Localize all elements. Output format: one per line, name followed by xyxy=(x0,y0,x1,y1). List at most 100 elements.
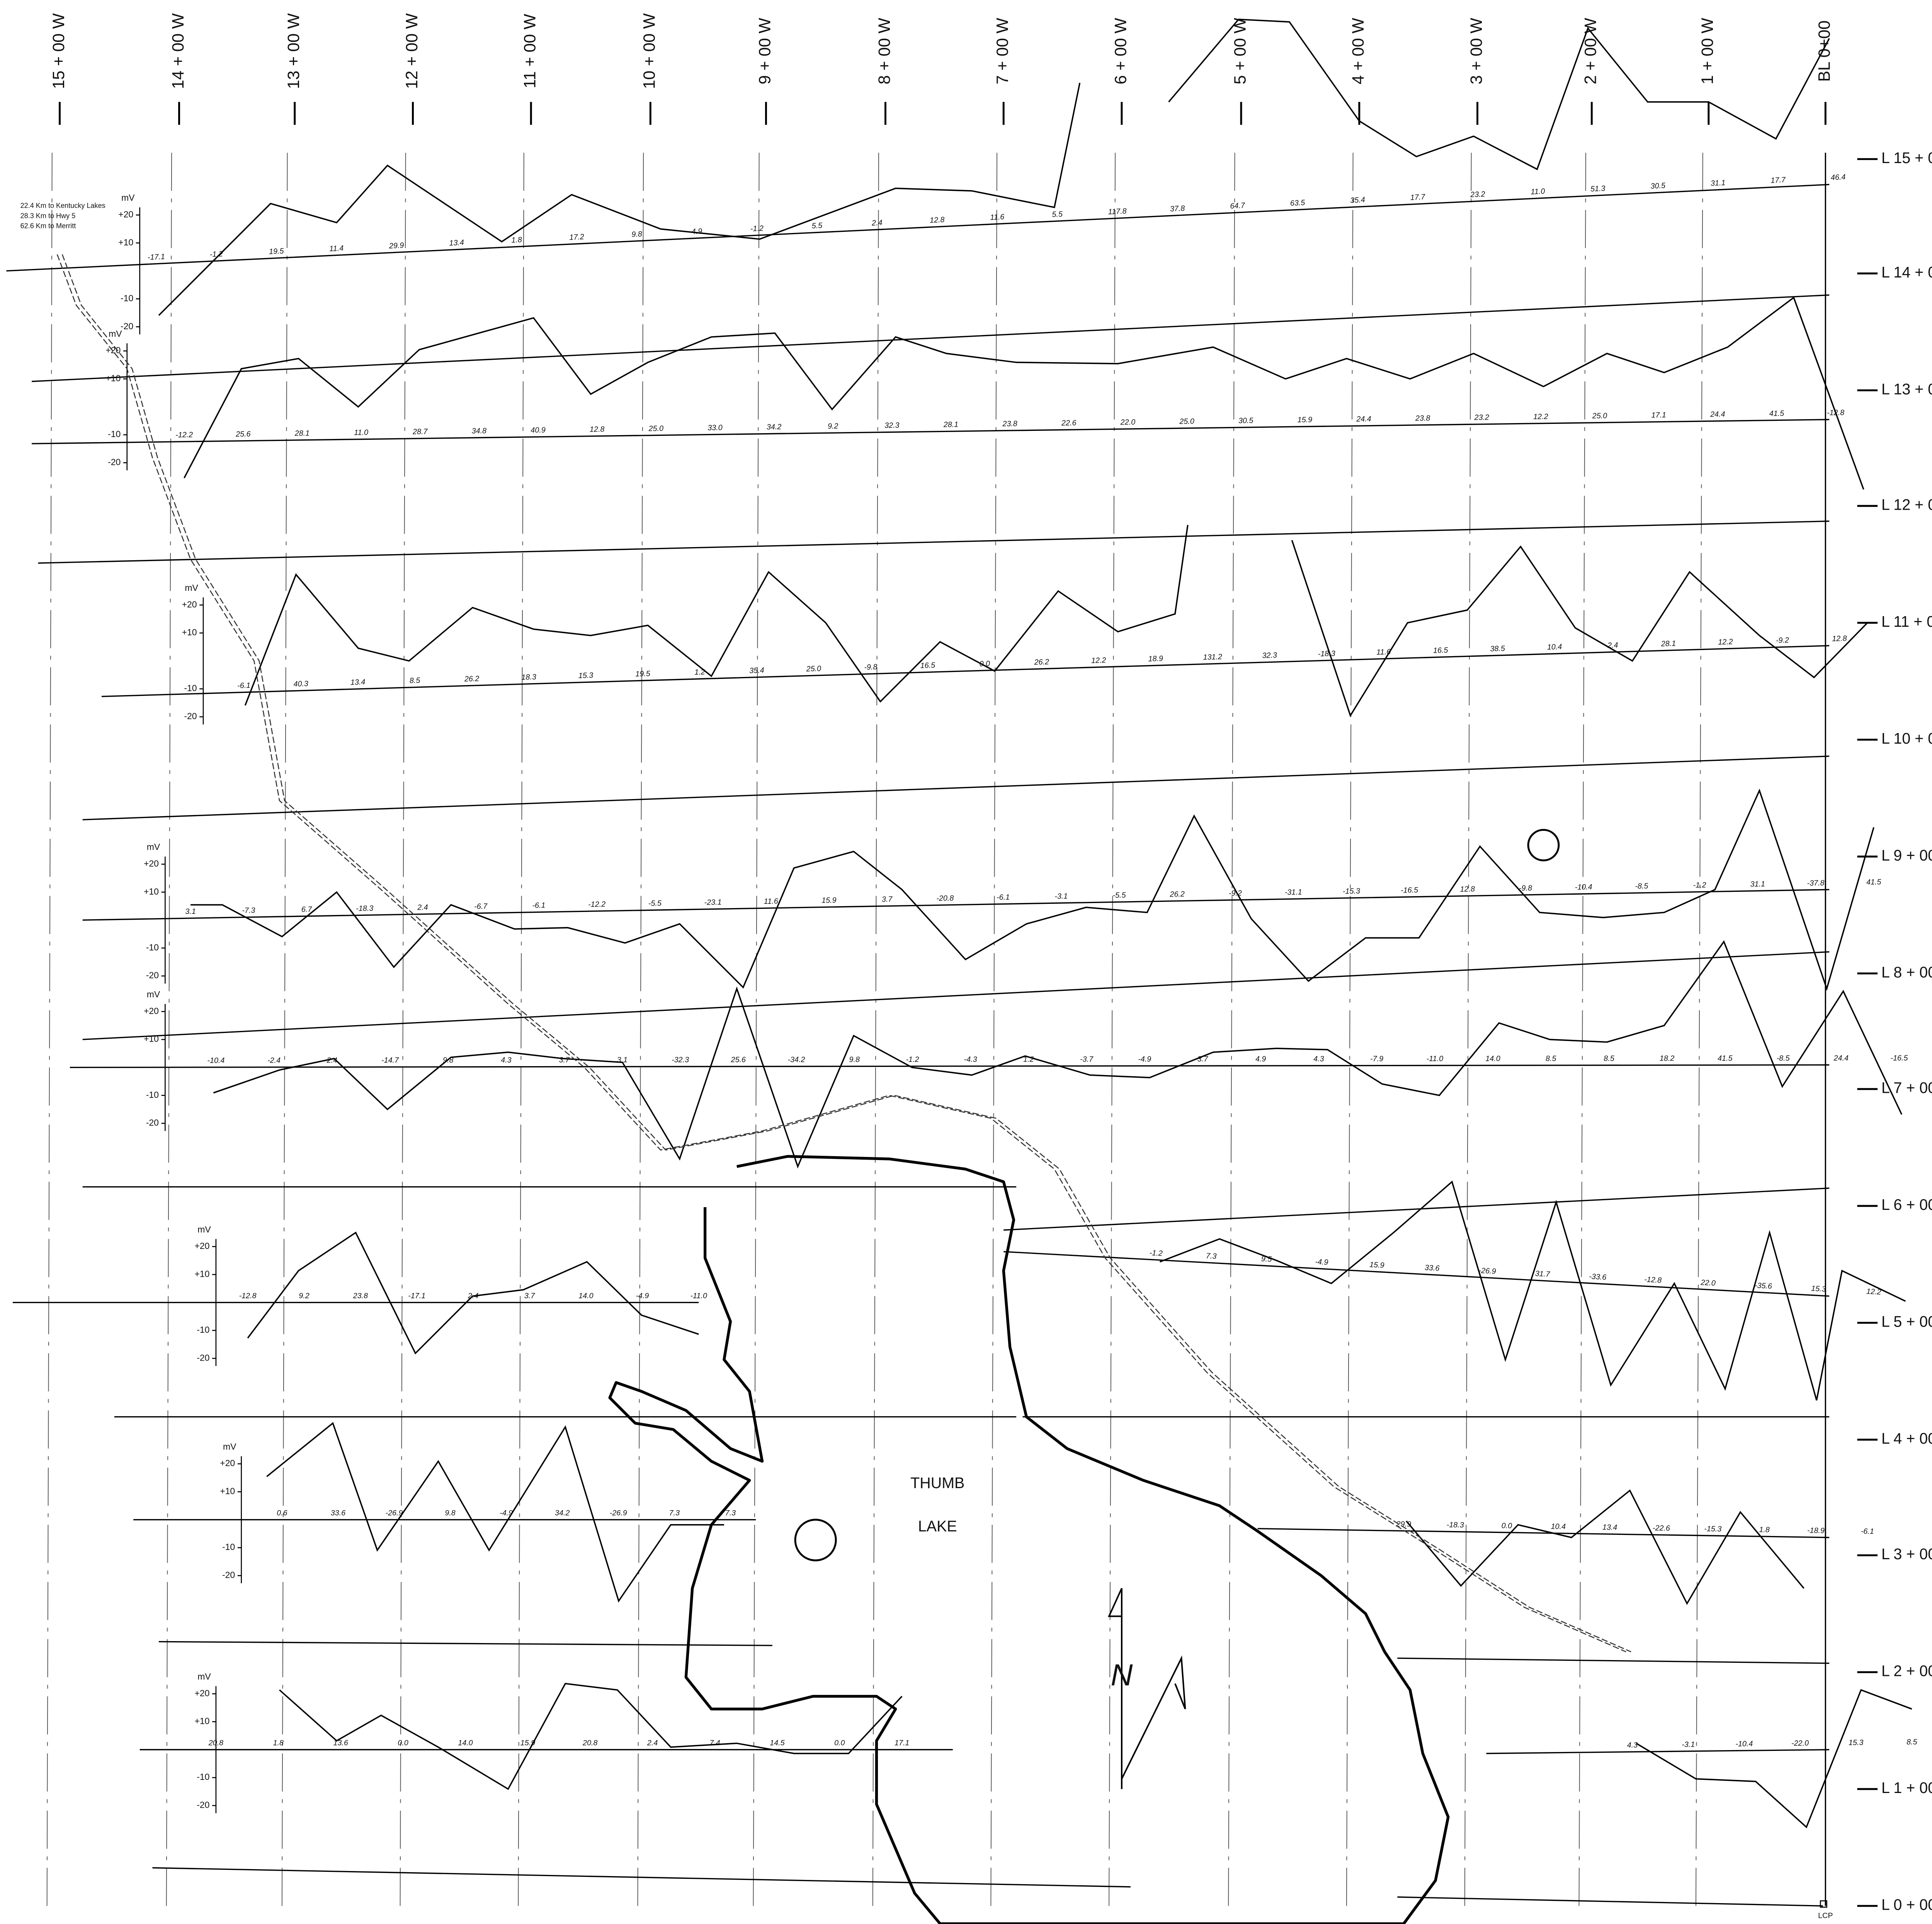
reading: 20.8 xyxy=(582,1739,597,1747)
station-line xyxy=(1228,153,1235,1906)
access-note: 28.3 Km to Hwy 5 xyxy=(20,212,76,219)
reading: 12.2 xyxy=(1718,638,1733,646)
reading: 18.9 xyxy=(1148,654,1163,663)
reading: -12.2 xyxy=(175,430,193,439)
reading: 12.8 xyxy=(1832,634,1847,643)
reading: -17.1 xyxy=(408,1291,425,1300)
reading: 1.8 xyxy=(1759,1526,1770,1534)
scale-label: +10 xyxy=(118,237,133,247)
reading: 19.5 xyxy=(635,669,651,678)
reading: -6.7 xyxy=(474,902,488,911)
survey-line xyxy=(159,1642,772,1645)
scale-label: -20 xyxy=(108,457,121,467)
line-label: L 1 + 00 N xyxy=(1881,1779,1932,1796)
station-label: 15 + 00 W xyxy=(49,13,68,89)
line-label: L 8 + 00 N xyxy=(1881,964,1932,981)
reading: -2.4 xyxy=(267,1056,281,1065)
reading: 11.4 xyxy=(329,244,344,253)
reading: 7.3 xyxy=(1206,1252,1217,1261)
reading: 18.2 xyxy=(1660,1054,1674,1063)
line-label: L 0 + 00 xyxy=(1881,1897,1932,1914)
reading: 4.3 xyxy=(1313,1055,1324,1063)
pond xyxy=(1528,830,1559,861)
survey-line xyxy=(83,756,1829,820)
reading: -16.5 xyxy=(1891,1054,1908,1062)
line-label: L 11 + 00 N xyxy=(1881,613,1932,630)
survey-line xyxy=(1397,1897,1823,1906)
station-line xyxy=(167,153,172,1906)
reading: 25.0 xyxy=(648,424,663,433)
reading: 16.5 xyxy=(920,661,935,670)
survey-line xyxy=(1397,1658,1829,1663)
scale-unit: mV xyxy=(109,328,122,339)
reading: 17.1 xyxy=(895,1739,909,1747)
reading: 30.5 xyxy=(1650,181,1666,191)
reading: -4.9 xyxy=(636,1291,649,1300)
station-line xyxy=(1465,153,1471,1906)
reading: 14.0 xyxy=(458,1739,473,1747)
station-label: BL 0+00 xyxy=(1815,20,1834,82)
reading: 14.0 xyxy=(578,1291,593,1300)
line-label: L 2 + 00 N xyxy=(1881,1663,1932,1680)
reading: -6.1 xyxy=(237,681,251,690)
station-line xyxy=(518,153,524,1906)
reading: 13.4 xyxy=(1602,1523,1617,1532)
scale-unit: mV xyxy=(121,193,135,203)
reading: -18.3 xyxy=(1318,649,1335,658)
reading: -4.9 xyxy=(1315,1257,1328,1267)
reading: -15.3 xyxy=(1343,887,1360,896)
reading: 2.4 xyxy=(647,1739,658,1747)
reading: -26.9 xyxy=(1478,1266,1496,1276)
reading: 34.2 xyxy=(555,1509,570,1517)
reading: 15.9 xyxy=(821,896,837,905)
scale-unit: mV xyxy=(197,1672,211,1682)
reading: 12.8 xyxy=(930,216,945,225)
lake-shore xyxy=(610,1157,1448,1924)
reading: 9.2 xyxy=(299,1291,309,1300)
reading: 24.4 xyxy=(1710,410,1725,419)
reading: 25.0 xyxy=(1179,417,1194,426)
reading: 15.9 xyxy=(1369,1261,1385,1270)
reading: 4.9 xyxy=(1255,1055,1266,1063)
scale-label: +20 xyxy=(194,1688,209,1698)
reading: -15.3 xyxy=(1704,1525,1721,1534)
reading: 23.8 xyxy=(1002,420,1017,429)
survey-line xyxy=(102,646,1829,697)
reading: 12.2 xyxy=(1533,412,1548,421)
origin-label: LCP xyxy=(1818,1912,1833,1920)
scale-label: -10 xyxy=(184,683,197,693)
reading: 35.4 xyxy=(749,666,764,675)
reading: -18.9 xyxy=(1807,1526,1825,1535)
reading: 2.4 xyxy=(417,903,428,912)
survey-line xyxy=(32,295,1829,381)
reading: 64.7 xyxy=(1230,201,1245,211)
reading: -23.1 xyxy=(704,898,721,907)
reading: 0.6 xyxy=(277,1509,287,1517)
reading: 63.5 xyxy=(1290,199,1305,208)
scale-label: -20 xyxy=(146,970,159,980)
reading: -20.8 xyxy=(936,894,954,903)
reading: 31.1 xyxy=(1750,880,1765,889)
reading: 16.5 xyxy=(1433,646,1449,655)
reading: -11.0 xyxy=(1427,1055,1444,1063)
reading: 10.4 xyxy=(1547,643,1562,652)
scale-label: +20 xyxy=(194,1241,209,1251)
survey-line xyxy=(83,890,1829,920)
scale-label: -20 xyxy=(222,1570,235,1580)
scale-label: -20 xyxy=(146,1118,159,1128)
scale-label: +10 xyxy=(182,627,197,637)
reading: 14.5 xyxy=(770,1739,785,1747)
station-line xyxy=(1579,153,1586,1906)
reading: -18.3 xyxy=(356,904,373,913)
scale-label: +20 xyxy=(144,858,159,868)
reading: 35.4 xyxy=(1350,196,1365,205)
reading: -10.4 xyxy=(1735,1740,1753,1748)
scale-label: +20 xyxy=(144,1006,159,1016)
sp-profile xyxy=(184,298,1864,489)
reading: -18.3 xyxy=(1447,1521,1464,1529)
reading: 25.0 xyxy=(1592,412,1607,420)
reading: 11.0 xyxy=(1531,187,1545,196)
reading: 38.5 xyxy=(1490,644,1505,653)
reading: -8.5 xyxy=(1777,1054,1790,1063)
reading: 15.9 xyxy=(1298,415,1313,424)
